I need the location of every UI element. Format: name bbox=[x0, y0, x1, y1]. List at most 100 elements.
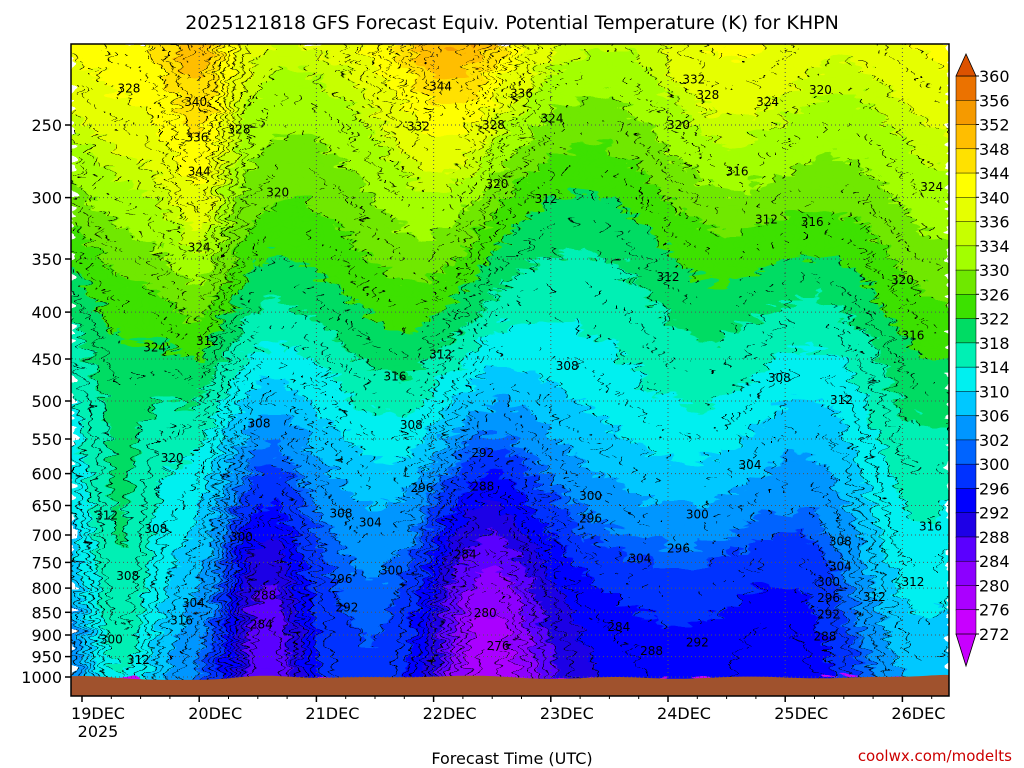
field-cell bbox=[361, 351, 368, 362]
field-cell bbox=[103, 341, 111, 352]
field-cell bbox=[147, 615, 154, 626]
field-cell bbox=[92, 351, 100, 362]
field-cell bbox=[103, 624, 111, 635]
field-cell bbox=[208, 407, 215, 418]
field-cell bbox=[427, 304, 434, 315]
field-cell bbox=[323, 511, 330, 522]
field-cell bbox=[422, 96, 429, 107]
field-cell bbox=[345, 568, 352, 579]
field-cell bbox=[411, 294, 418, 305]
field-cell bbox=[416, 256, 423, 267]
field-cell bbox=[224, 209, 231, 220]
field-cell bbox=[175, 398, 182, 409]
field-cell bbox=[301, 304, 308, 315]
field-cell bbox=[202, 436, 209, 447]
field-cell bbox=[372, 313, 379, 324]
field-cell bbox=[114, 190, 121, 201]
field-cell bbox=[268, 634, 275, 645]
field-cell bbox=[422, 238, 429, 249]
field-cell bbox=[279, 492, 286, 503]
field-cell bbox=[147, 322, 154, 333]
field-cell bbox=[252, 624, 259, 635]
field-cell bbox=[427, 77, 434, 88]
field-cell bbox=[290, 473, 297, 484]
field-cell bbox=[285, 49, 292, 60]
field-cell bbox=[257, 568, 264, 579]
field-cell bbox=[389, 219, 396, 230]
field-cell bbox=[114, 360, 121, 371]
field-cell bbox=[268, 643, 275, 654]
field-cell bbox=[175, 483, 182, 494]
field-cell bbox=[383, 596, 390, 607]
field-cell bbox=[290, 322, 297, 333]
field-cell bbox=[339, 511, 346, 522]
field-cell bbox=[208, 586, 215, 597]
field-cell bbox=[405, 49, 412, 60]
field-cell bbox=[323, 96, 330, 107]
field-cell bbox=[394, 483, 401, 494]
field-cell bbox=[92, 398, 100, 409]
field-cell bbox=[98, 388, 105, 399]
field-cell bbox=[131, 464, 138, 475]
field-cell bbox=[444, 49, 451, 60]
field-cell bbox=[235, 162, 242, 173]
field-cell bbox=[274, 568, 281, 579]
field-cell bbox=[455, 134, 462, 145]
field-cell bbox=[312, 322, 319, 333]
field-cell bbox=[164, 341, 171, 352]
field-cell bbox=[449, 652, 456, 663]
field-cell bbox=[169, 247, 176, 258]
field-cell bbox=[361, 388, 368, 399]
field-cell bbox=[312, 58, 319, 69]
field-cell bbox=[114, 379, 121, 390]
field-cell bbox=[334, 624, 341, 635]
field-cell bbox=[306, 502, 314, 513]
field-cell bbox=[131, 44, 138, 51]
field-cell bbox=[306, 181, 314, 192]
field-cell bbox=[345, 256, 352, 267]
field-cell bbox=[372, 605, 379, 616]
field-cell bbox=[301, 445, 308, 456]
field-cell bbox=[153, 407, 160, 418]
field-cell bbox=[438, 304, 445, 315]
field-cell bbox=[372, 162, 379, 173]
field-cell bbox=[120, 492, 127, 503]
field-cell bbox=[433, 247, 440, 258]
field-cell bbox=[455, 285, 462, 296]
field-cell bbox=[158, 247, 165, 258]
field-cell bbox=[301, 124, 308, 135]
field-cell bbox=[356, 586, 363, 597]
field-cell bbox=[153, 351, 160, 362]
field-cell bbox=[103, 530, 111, 541]
field-cell bbox=[367, 407, 374, 418]
field-cell bbox=[246, 407, 253, 418]
field-cell bbox=[252, 568, 259, 579]
field-cell bbox=[350, 256, 357, 267]
field-cell bbox=[361, 445, 368, 456]
field-cell bbox=[301, 247, 308, 258]
field-cell bbox=[274, 370, 281, 381]
field-cell bbox=[356, 228, 363, 239]
field-cell bbox=[87, 106, 94, 117]
field-cell bbox=[98, 49, 105, 60]
field-cell bbox=[444, 511, 451, 522]
field-cell bbox=[290, 624, 297, 635]
field-cell bbox=[213, 492, 220, 503]
field-cell bbox=[427, 586, 434, 597]
field-cell bbox=[279, 388, 286, 399]
field-cell bbox=[197, 473, 204, 484]
field-cell bbox=[345, 124, 352, 135]
field-cell bbox=[433, 341, 440, 352]
field-cell bbox=[224, 445, 231, 456]
field-cell bbox=[202, 275, 209, 286]
field-cell bbox=[389, 652, 396, 663]
field-cell bbox=[230, 304, 237, 315]
field-cell bbox=[290, 426, 297, 437]
field-cell bbox=[433, 172, 440, 183]
field-cell bbox=[383, 294, 390, 305]
field-cell bbox=[306, 426, 314, 437]
field-cell bbox=[411, 473, 418, 484]
field-cell bbox=[202, 671, 209, 682]
field-cell bbox=[131, 426, 138, 437]
field-cell bbox=[175, 511, 182, 522]
